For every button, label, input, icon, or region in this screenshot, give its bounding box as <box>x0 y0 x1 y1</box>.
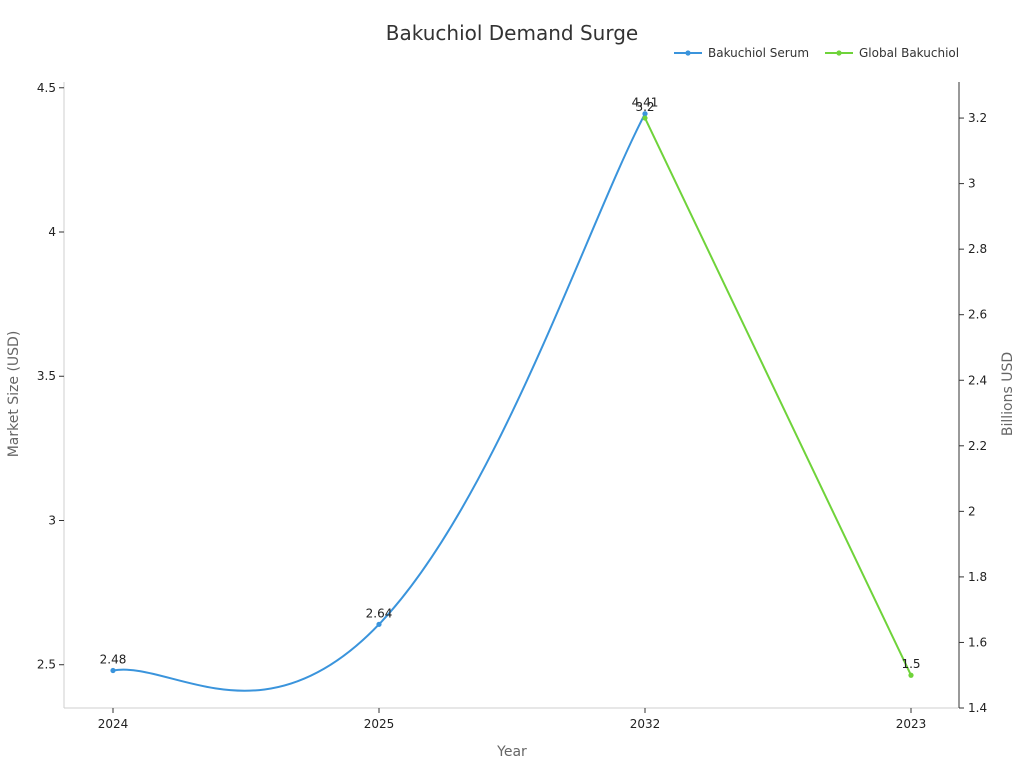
y-right-tick-label: 2.4 <box>968 373 987 387</box>
x-tick-label: 2025 <box>364 717 395 731</box>
legend[interactable]: Bakuchiol Serum Global Bakuchiol <box>674 46 959 60</box>
legend-item[interactable]: Global Bakuchiol <box>825 46 959 60</box>
data-label: 1.5 <box>901 657 920 671</box>
data-point[interactable] <box>908 672 914 678</box>
y-right-tick-label: 2.2 <box>968 439 987 453</box>
y-right-tick-label: 1.8 <box>968 570 987 584</box>
y-right-tick-label: 3 <box>968 177 976 191</box>
y-left-tick-label: 3.5 <box>37 369 56 383</box>
y-left-tick-label: 4.5 <box>37 81 56 95</box>
chart-title: Bakuchiol Demand Surge <box>386 21 638 45</box>
legend-label: Bakuchiol Serum <box>708 46 809 60</box>
y-right-axis-ticks: 1.4 1.6 1.8 2 2.2 2.4 2.6 2.8 3 3.2 <box>959 111 987 715</box>
y-left-axis-ticks: 2.5 3 3.5 4 4.5 <box>37 81 64 672</box>
y-right-tick-label: 2.6 <box>968 308 987 322</box>
data-point[interactable] <box>642 115 648 121</box>
legend-item[interactable]: Bakuchiol Serum <box>674 46 809 60</box>
x-tick-label: 2023 <box>896 717 927 731</box>
y-right-tick-label: 1.6 <box>968 635 987 649</box>
legend-label: Global Bakuchiol <box>859 46 959 60</box>
data-point[interactable] <box>642 111 648 117</box>
legend-marker <box>836 50 842 56</box>
series-layer: 2.48 2.64 4.413.2 1.5 <box>100 96 921 692</box>
data-point[interactable] <box>376 621 382 627</box>
y-right-axis-title: Billions USD <box>1000 352 1016 436</box>
series-line <box>112 113 646 692</box>
y-left-tick-label: 3 <box>48 513 56 527</box>
y-left-axis-title: Market Size (USD) <box>6 331 22 458</box>
x-tick-label: 2024 <box>98 717 129 731</box>
y-right-tick-label: 1.4 <box>968 701 987 715</box>
y-right-tick-label: 3.2 <box>968 111 987 125</box>
legend-marker <box>685 50 691 56</box>
data-label: 4.41 <box>632 96 659 110</box>
y-left-tick-label: 4 <box>48 225 56 239</box>
data-point[interactable] <box>110 667 116 674</box>
y-right-tick-label: 2 <box>968 504 976 518</box>
x-tick-label: 2032 <box>630 717 661 731</box>
y-left-tick-label: 2.5 <box>37 658 56 672</box>
series-line <box>644 117 912 676</box>
data-label: 2.64 <box>366 606 393 620</box>
x-axis-ticks: 2024 2025 2032 2023 <box>98 708 927 731</box>
x-axis-title: Year <box>496 744 527 760</box>
data-label: 2.48 <box>100 652 127 666</box>
y-right-tick-label: 2.8 <box>968 242 987 256</box>
data-label: 3.2 <box>635 100 654 114</box>
